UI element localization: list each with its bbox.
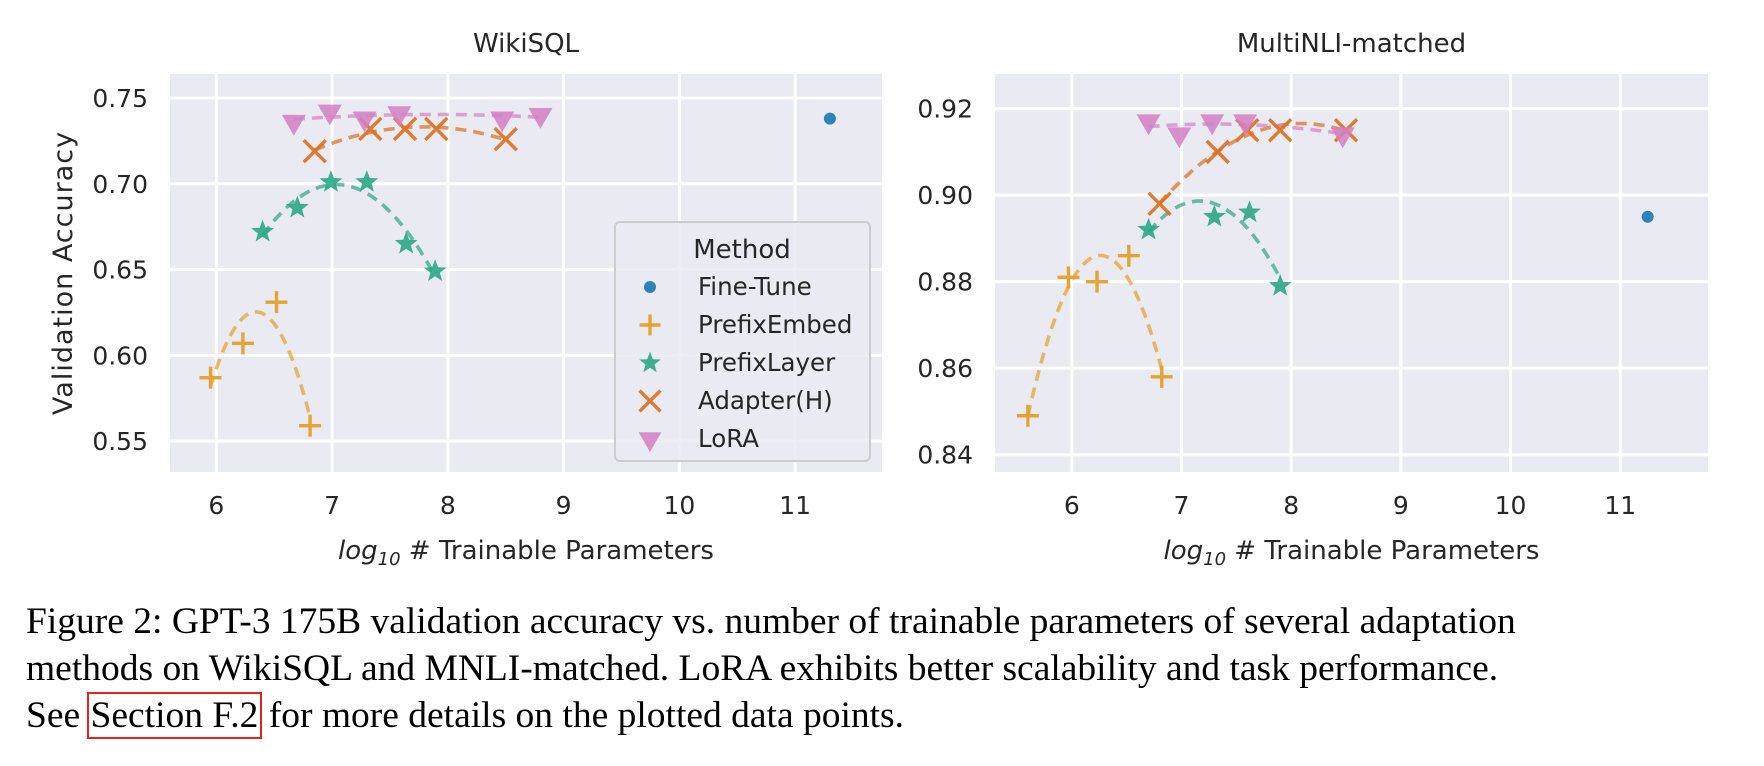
y-axis-label: Validation Accuracy: [48, 131, 79, 415]
point-lora: [352, 111, 377, 133]
chart-multinli-matched: 6 7 8 9 10 11 0.84 0.86 0.88 0.90 0.92 MultiNLI-mat…: [917, 29, 1708, 570]
point-adapter-h: [1205, 139, 1230, 165]
point-prefixlayer: [423, 259, 447, 281]
point-prefixembed: [299, 414, 322, 437]
caption-line-1: Figure 2: GPT-3 175B validation accuracy…: [26, 601, 1516, 642]
x-tick-label: 8: [440, 491, 456, 520]
fit-line-adapter-h: [1158, 121, 1347, 205]
y-tick-label: 0.86: [917, 354, 973, 383]
y-tick-label: 0.75: [92, 84, 148, 113]
fit-line-prefixlayer: [1147, 199, 1282, 280]
x-tick-label: 9: [1393, 491, 1409, 520]
section-link[interactable]: Section F.2: [86, 692, 263, 739]
point-lora: [1233, 114, 1258, 136]
point-lora: [490, 111, 515, 133]
point-lora: [1167, 127, 1192, 149]
y-tick-label: 0.90: [917, 181, 973, 210]
point-prefixlayer: [285, 195, 309, 218]
point-prefixlayer: [1238, 200, 1261, 223]
point-prefixembed: [265, 291, 288, 314]
point-prefixlayer: [394, 231, 418, 254]
x-tick-label: 10: [663, 491, 695, 520]
point-lora: [1136, 114, 1161, 136]
point-prefixembed: [1086, 270, 1109, 293]
point-fine-tune: [1641, 210, 1654, 223]
point-adapter-h: [493, 126, 518, 152]
point-adapter-h: [302, 138, 327, 164]
point-adapter-h: [1267, 118, 1293, 143]
legend-label-adapter-h: Adapter(H): [698, 386, 833, 415]
point-prefixembed: [1150, 365, 1173, 388]
point-lora: [1200, 114, 1225, 136]
point-lora: [1330, 127, 1355, 149]
x-tick-label: 6: [208, 491, 224, 520]
point-prefixlayer: [355, 170, 379, 192]
chart-title: MultiNLI-matched: [1237, 29, 1466, 59]
y-tick-label: 0.60: [92, 341, 148, 370]
legend: Method Fine-Tune PrefixEmbed PrefixLayer Ada…: [614, 221, 871, 462]
legend-label-fine-tune: Fine-Tune: [698, 272, 812, 301]
point-lora: [387, 106, 412, 128]
legend-marker-lora: [638, 432, 662, 452]
point-prefixlayer: [251, 219, 274, 242]
y-tick-label: 0.55: [92, 427, 148, 456]
x-tick-label: 7: [324, 491, 340, 520]
fit-line-adapter-h: [314, 125, 507, 152]
point-prefixlayer: [1268, 274, 1292, 296]
point-adapter-h: [424, 116, 449, 142]
caption-text: See: [26, 695, 90, 736]
x-tick-label: 11: [779, 491, 811, 520]
plot-area: [995, 74, 1708, 472]
legend-label-prefixembed: PrefixEmbed: [698, 310, 852, 339]
chart-title: WikiSQL: [473, 29, 580, 59]
y-tick-label: 0.92: [917, 95, 973, 124]
legend-marker-fine-tune: [644, 281, 656, 293]
point-prefixembed: [231, 332, 254, 355]
legend-marker-adapter-h: [638, 389, 662, 413]
point-lora: [317, 104, 342, 126]
x-tick-label: 6: [1064, 491, 1080, 520]
legend-label-lora: LoRA: [698, 424, 759, 453]
y-tick-label: 0.65: [92, 256, 148, 285]
legend-box: [614, 221, 871, 462]
x-tick-label: 11: [1604, 491, 1636, 520]
caption-line-2: methods on WikiSQL and MNLI-matched. LoR…: [26, 648, 1499, 689]
caption-text: for more details on the plotted data poi…: [259, 695, 905, 736]
fit-line-prefixembed: [208, 310, 312, 418]
x-axis-label: log10 # Trainable Parameters: [1164, 536, 1540, 570]
point-prefixembed: [1057, 266, 1080, 289]
legend-label-prefixlayer: PrefixLayer: [698, 348, 836, 377]
x-tick-label: 9: [556, 491, 572, 520]
point-fine-tune: [823, 112, 836, 125]
point-lora: [528, 108, 553, 129]
point-prefixembed: [199, 366, 222, 389]
x-tick-label: 8: [1283, 491, 1299, 520]
fit-line-prefixlayer: [261, 182, 437, 278]
legend-marker-prefixembed: [639, 314, 661, 336]
x-axis-label: log10 # Trainable Parameters: [338, 536, 714, 570]
y-tick-label: 0.70: [92, 170, 148, 199]
point-prefixlayer: [319, 170, 343, 192]
point-prefixembed: [1016, 404, 1039, 427]
legend-marker-prefixlayer: [639, 351, 661, 373]
y-tick-label: 0.88: [917, 268, 973, 297]
x-tick-label: 10: [1495, 491, 1527, 520]
point-lora: [281, 114, 306, 136]
point-prefixlayer: [1203, 204, 1226, 227]
x-tick-label: 7: [1174, 491, 1190, 520]
figure-caption: Figure 2: GPT-3 175B validation accuracy…: [26, 598, 1746, 739]
point-adapter-h: [1147, 191, 1172, 216]
figure-canvas: 6 7 8 9 10 11 0.55 0.60 0.65 0.70 0.75 WikiSQL log10…: [48, 29, 1708, 570]
point-prefixlayer: [1137, 217, 1160, 240]
caption-line-3: See Section F.2 for more details on the …: [26, 692, 1746, 739]
point-prefixembed: [1117, 244, 1140, 267]
legend-title: Method: [693, 235, 791, 265]
y-tick-label: 0.84: [917, 441, 973, 470]
